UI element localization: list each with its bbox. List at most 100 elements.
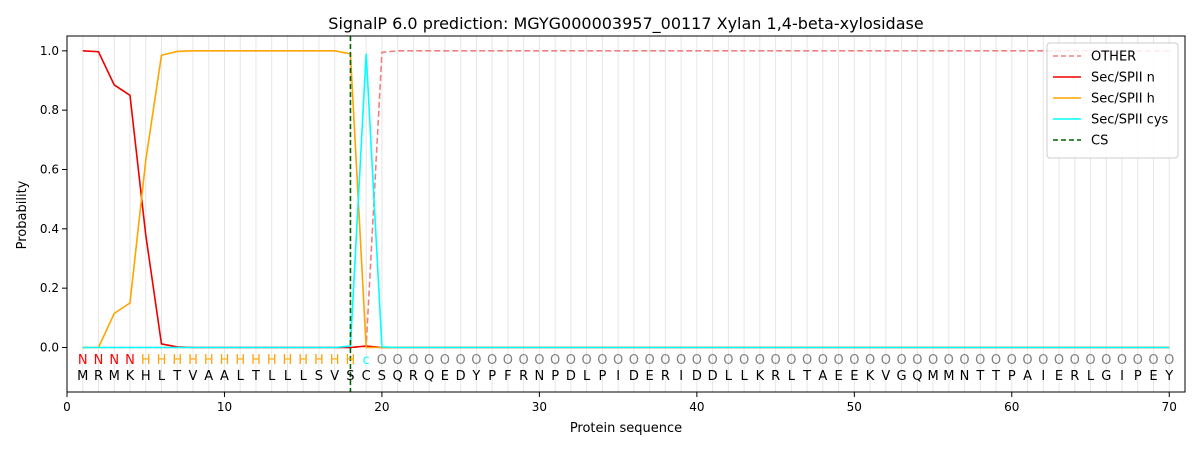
residue-label: R — [771, 369, 780, 384]
residue-label: L — [237, 369, 245, 384]
region-label: O — [456, 353, 466, 368]
x-axis-label: Protein sequence — [570, 421, 682, 436]
residue-label: A — [818, 369, 827, 384]
residue-label: P — [1008, 369, 1016, 384]
region-label: N — [94, 353, 104, 368]
region-label: H — [157, 353, 167, 368]
y-tick-label: 0.2 — [40, 281, 59, 295]
region-label: O — [912, 353, 922, 368]
residue-label: A — [204, 369, 213, 384]
region-label: O — [1022, 353, 1032, 368]
residue-label: A — [220, 369, 229, 384]
x-tick-label: 70 — [1162, 400, 1177, 414]
series-line-sec-spii-h — [82, 50, 1170, 349]
residue-label: Y — [471, 369, 480, 384]
region-label: O — [786, 353, 796, 368]
x-tick-label: 20 — [374, 400, 389, 414]
region-label: O — [613, 353, 623, 368]
region-label: H — [235, 353, 245, 368]
region-label: O — [487, 353, 497, 368]
grid-lines — [82, 36, 1170, 392]
residue-label: T — [172, 369, 181, 384]
residue-label: S — [315, 369, 323, 384]
region-label: O — [770, 353, 780, 368]
region-label: O — [503, 353, 513, 368]
residue-label: P — [488, 369, 496, 384]
residue-label: T — [251, 369, 260, 384]
x-tick-label: 30 — [532, 400, 547, 414]
series-line-sec-spii-cys — [82, 53, 1170, 349]
residue-label: L — [788, 369, 796, 384]
residue-label: Y — [1164, 369, 1173, 384]
residue-label: R — [661, 369, 670, 384]
residue-label: K — [126, 369, 135, 384]
region-label: H — [172, 353, 182, 368]
x-tick-label: 40 — [689, 400, 704, 414]
residue-label: R — [519, 369, 528, 384]
region-label: N — [78, 353, 88, 368]
region-label: N — [109, 353, 119, 368]
region-label: H — [204, 353, 214, 368]
region-label: O — [597, 353, 607, 368]
region-label: O — [739, 353, 749, 368]
region-label: O — [692, 353, 702, 368]
region-label: O — [755, 353, 765, 368]
region-label: O — [849, 353, 859, 368]
region-label: O — [1117, 353, 1127, 368]
residue-label: H — [141, 369, 151, 384]
region-label: O — [424, 353, 434, 368]
residue-label: L — [300, 369, 308, 384]
region-label: H — [283, 353, 293, 368]
legend-label: Sec/SPII h — [1091, 92, 1155, 107]
residue-label: E — [1055, 369, 1063, 384]
residue-label: N — [960, 369, 970, 384]
y-tick-label: 0.8 — [40, 103, 59, 117]
legend-label: Sec/SPII cys — [1091, 113, 1169, 128]
residue-label: E — [646, 369, 654, 384]
legend-label: OTHER — [1091, 50, 1136, 65]
region-label: O — [534, 353, 544, 368]
legend-box — [1046, 42, 1179, 159]
region-label: O — [959, 353, 969, 368]
region-label: O — [1148, 353, 1158, 368]
region-label: O — [471, 353, 481, 368]
region-label: O — [645, 353, 655, 368]
residue-label: E — [441, 369, 449, 384]
residue-label: P — [598, 369, 606, 384]
y-tick-label: 0.6 — [40, 163, 59, 177]
region-label: H — [251, 353, 261, 368]
residue-label: T — [802, 369, 811, 384]
residue-label: Q — [393, 369, 403, 384]
region-label: O — [881, 353, 891, 368]
residue-label: G — [1101, 369, 1111, 384]
residue-label: A — [1023, 369, 1032, 384]
residue-label: F — [504, 369, 511, 384]
residue-label: L — [268, 369, 276, 384]
plot-frame — [66, 35, 1186, 393]
residue-label: V — [330, 369, 339, 384]
region-label: O — [991, 353, 1001, 368]
region-label: H — [314, 353, 324, 368]
residue-label: I — [1041, 369, 1045, 384]
region-label: O — [676, 353, 686, 368]
residue-label: M — [77, 369, 88, 384]
region-label: O — [1038, 353, 1048, 368]
axes: 0 10 20 30 40 50 60 70 0.0 0.2 0.4 0.6 0.8 1.0 — [40, 44, 1177, 414]
residue-label: D — [629, 369, 639, 384]
y-axis-label: Probability — [15, 180, 30, 249]
region-label: O — [377, 353, 387, 368]
region-label: O — [393, 353, 403, 368]
residue-label: R — [1070, 369, 1079, 384]
residue-label: K — [756, 369, 765, 384]
chart-title: SignalP 6.0 prediction: MGYG000003957_00… — [328, 14, 923, 34]
residue-label: L — [158, 369, 166, 384]
region-label: O — [1070, 353, 1080, 368]
residue-label: C — [362, 369, 371, 384]
legend: OTHER Sec/SPII n Sec/SPII h Sec/SPII cys CS — [1046, 42, 1179, 159]
residue-label: N — [535, 369, 545, 384]
region-label: c — [363, 353, 370, 368]
x-tick-label: 10 — [217, 400, 232, 414]
region-label: O — [1054, 353, 1064, 368]
region-label: O — [582, 353, 592, 368]
